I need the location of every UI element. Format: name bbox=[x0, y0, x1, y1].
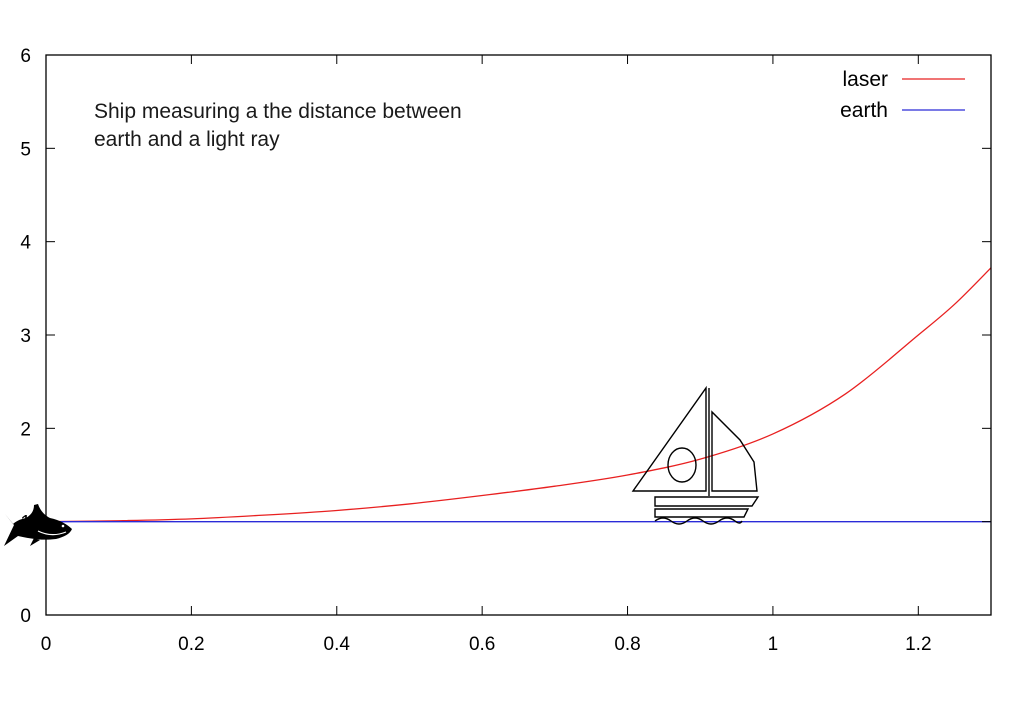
legend-label-laser: laser bbox=[842, 68, 888, 91]
annotation-line-1: Ship measuring a the distance between bbox=[94, 100, 462, 123]
sailboat-icon bbox=[631, 385, 760, 525]
x-tick-label: 1.2 bbox=[905, 634, 931, 655]
x-tick-labels: 0 0.2 0.4 0.6 0.8 1 1.2 bbox=[41, 634, 932, 655]
x-tick-label: 1 bbox=[768, 634, 779, 655]
legend-label-earth: earth bbox=[840, 99, 888, 122]
y-tick-label: 2 bbox=[20, 419, 31, 440]
x-tick-label: 0.2 bbox=[178, 634, 204, 655]
x-tick-label: 0.8 bbox=[614, 634, 640, 655]
y-tick-label: 1 bbox=[20, 513, 31, 534]
annotation-line-2: earth and a light ray bbox=[94, 128, 280, 151]
shark-icon bbox=[4, 504, 72, 546]
y-tick-labels: 0 1 2 3 4 5 6 bbox=[20, 46, 31, 627]
y-tick-label: 6 bbox=[20, 46, 31, 67]
x-tick-label: 0.6 bbox=[469, 634, 495, 655]
series-layer bbox=[45, 267, 992, 523]
legend: laser earth bbox=[840, 68, 965, 122]
y-tick-label: 5 bbox=[20, 139, 31, 160]
y-tick-label: 3 bbox=[20, 326, 31, 347]
annotation: Ship measuring a the distance between ea… bbox=[94, 100, 462, 151]
x-tick-label: 0.4 bbox=[324, 634, 351, 655]
x-tick-label: 0 bbox=[41, 634, 52, 655]
y-tick-label: 0 bbox=[20, 606, 31, 627]
series-line-laser bbox=[45, 267, 992, 523]
y-tick-label: 4 bbox=[20, 233, 31, 254]
